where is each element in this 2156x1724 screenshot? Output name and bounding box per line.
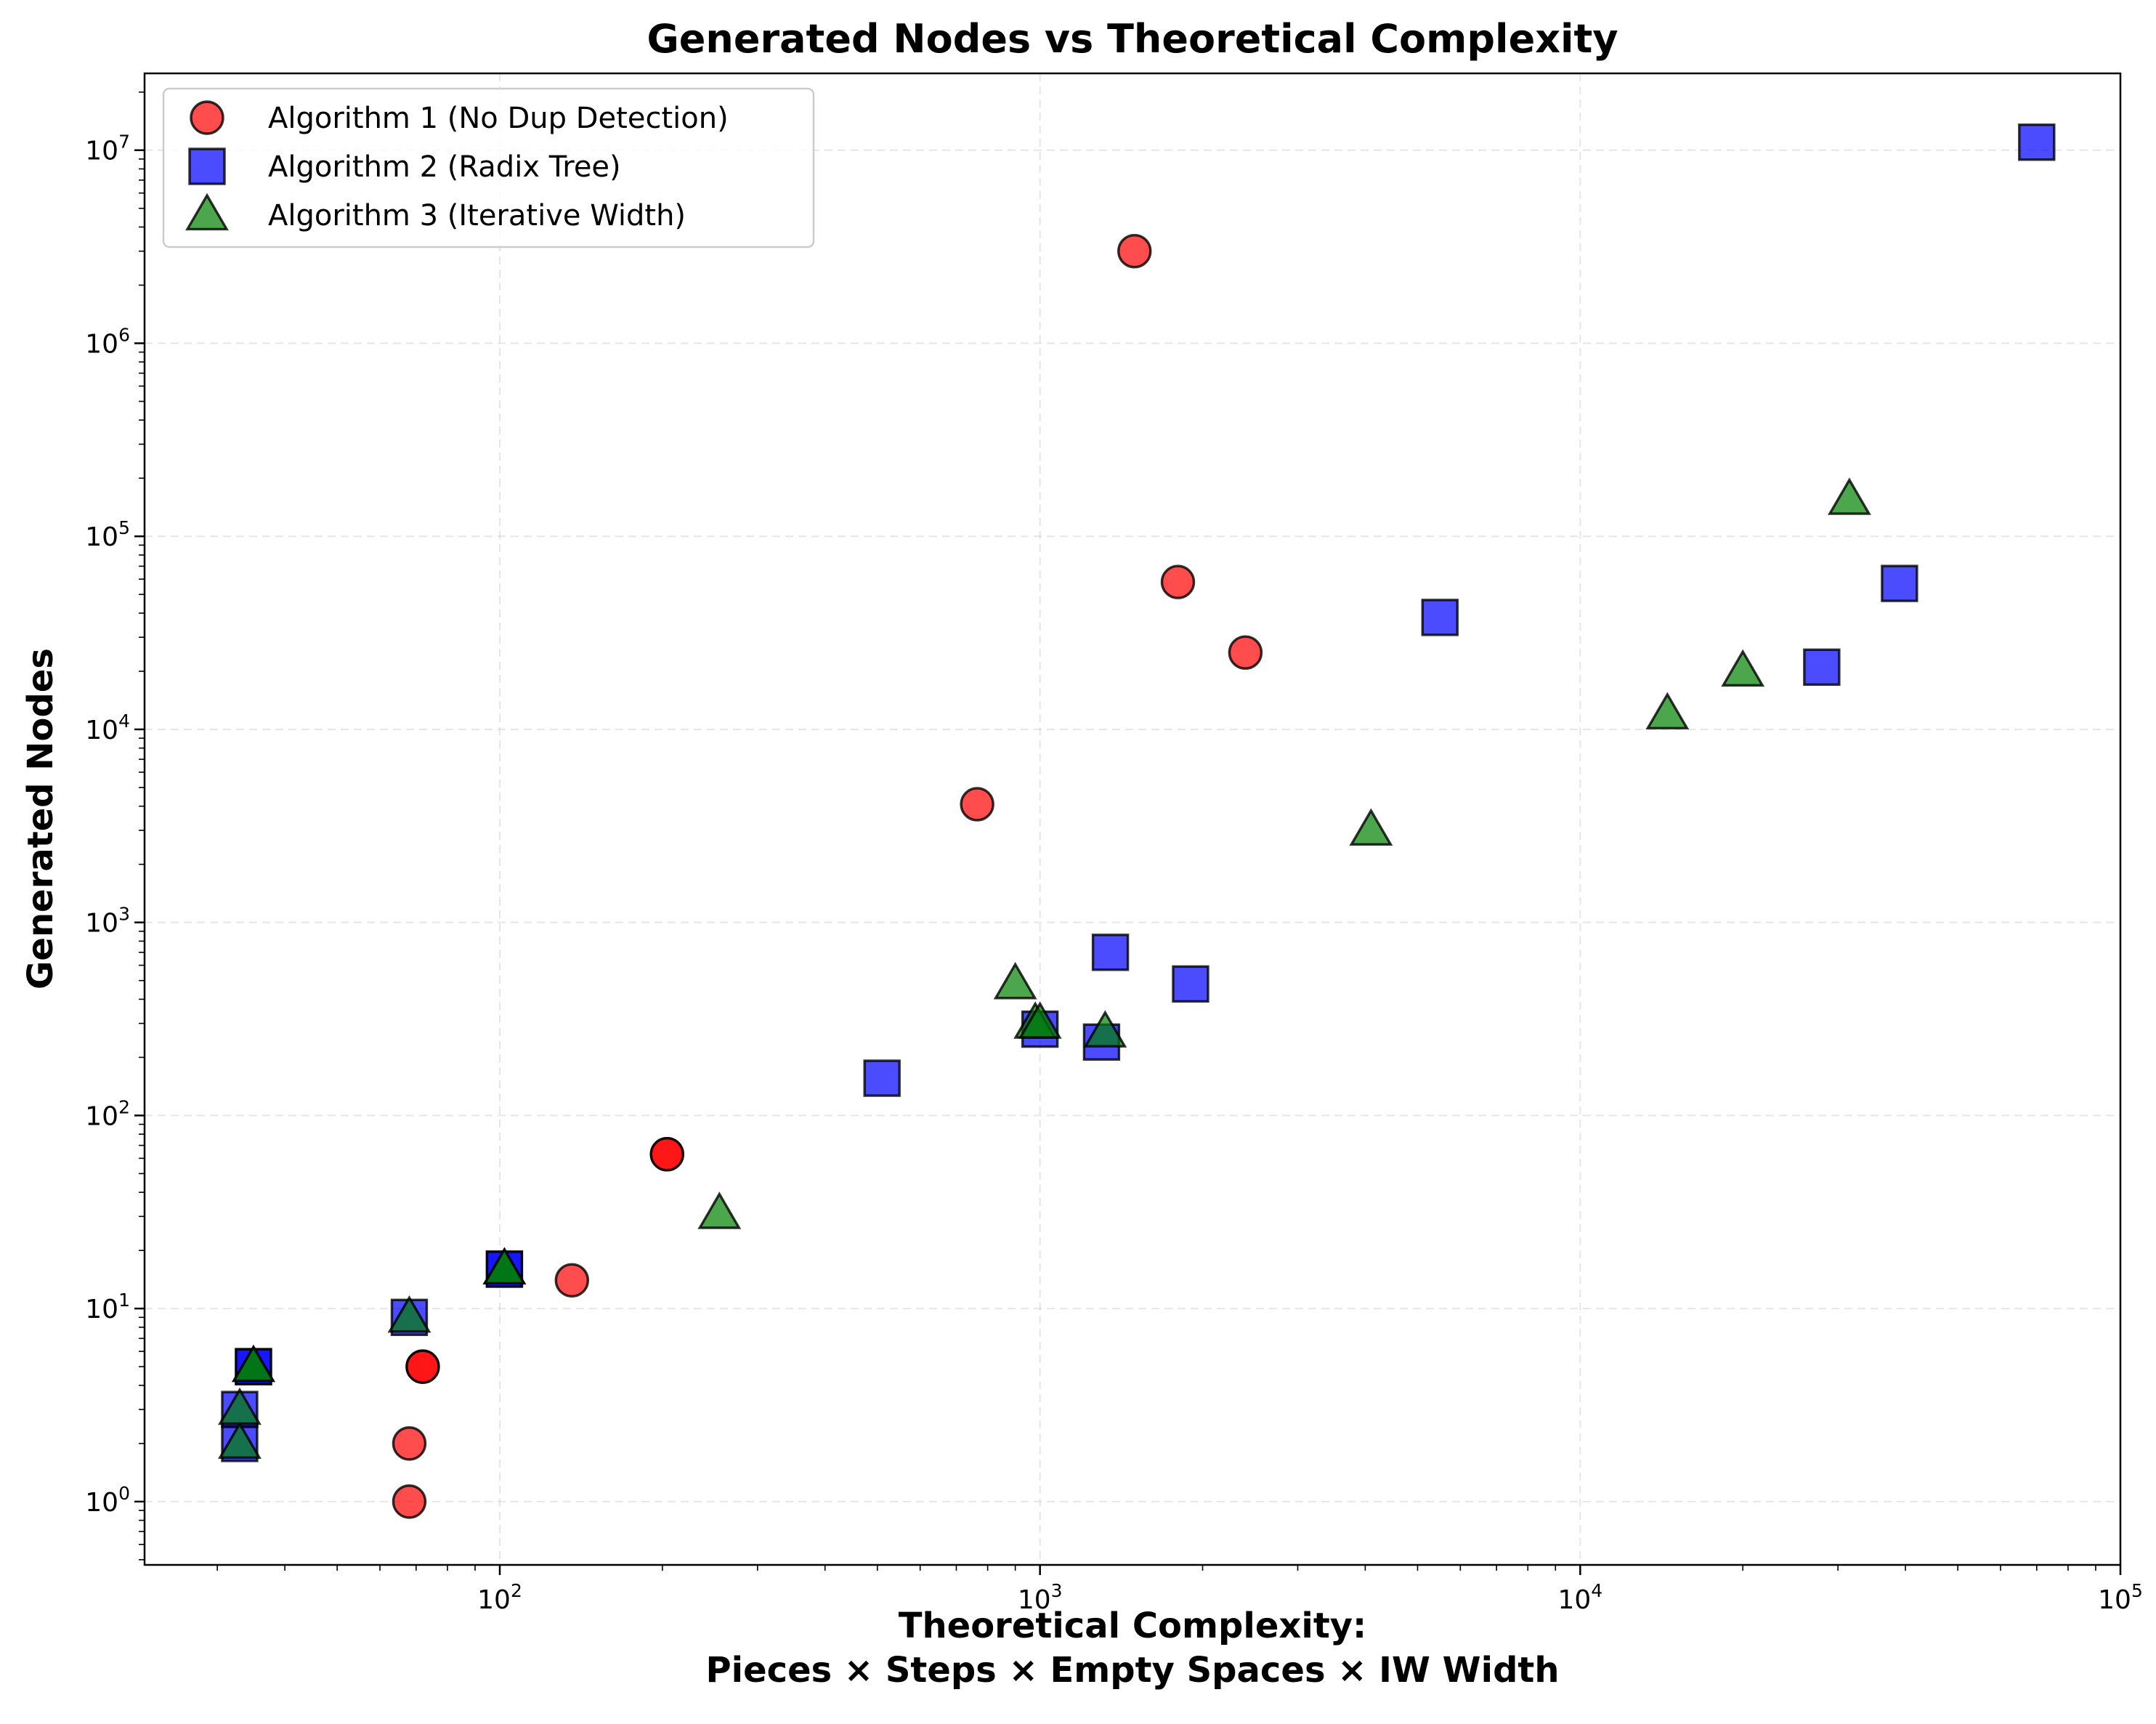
square-point (2018, 124, 2056, 161)
plot-frame (143, 72, 2122, 1566)
x-tick-label: 102 (477, 1580, 522, 1615)
triangle-point (1645, 692, 1690, 730)
circle-point (1160, 564, 1196, 599)
triangle-point (482, 1247, 527, 1285)
square-point (1172, 965, 1209, 1003)
legend-marker-triangle (185, 193, 229, 231)
y-tick-label: 102 (85, 1096, 130, 1131)
triangle-point (697, 1191, 742, 1229)
square-point (1881, 564, 1918, 602)
triangle-point (1827, 477, 1871, 515)
circle-point (649, 1137, 684, 1172)
circle-point (554, 1263, 590, 1298)
triangle-point (1018, 1001, 1062, 1039)
legend-marker-circle (190, 100, 224, 135)
legend-entry-1: Algorithm 1 (No Dup Detection) (268, 102, 729, 135)
legend-marker-square (188, 147, 226, 185)
x-tick-label: 104 (1557, 1580, 1602, 1615)
circle-point (392, 1426, 427, 1461)
y-tick-label: 100 (85, 1483, 130, 1518)
y-tick-label: 105 (85, 517, 130, 552)
circle-point (1228, 635, 1263, 670)
triangle-point (1721, 649, 1765, 687)
y-tick-label: 104 (85, 711, 130, 745)
y-axis-label: Generated Nodes (20, 648, 61, 990)
legend-entry-2: Algorithm 2 (Radix Tree) (268, 150, 621, 184)
x-axis-label-line-2: Pieces × Steps × Empty Spaces × IW Width (705, 1650, 1559, 1691)
square-point (1421, 599, 1459, 636)
circle-point (405, 1349, 440, 1384)
y-tick-label: 101 (85, 1290, 130, 1324)
triangle-point (232, 1344, 275, 1383)
triangle-point (387, 1295, 431, 1333)
circle-point (392, 1484, 427, 1519)
legend-entry-3: Algorithm 3 (Iterative Width) (268, 199, 686, 232)
x-axis-label-line-1: Theoretical Complexity: (899, 1606, 1367, 1646)
grid-lines (145, 73, 2121, 1565)
legend-box (162, 87, 815, 248)
series-3 (217, 477, 1871, 1460)
triangle-point (993, 961, 1037, 1000)
series-1 (392, 233, 1263, 1519)
y-tick-label: 107 (85, 131, 130, 166)
triangle-point (1349, 808, 1393, 846)
square-point (1803, 648, 1841, 687)
axis-ticks: 102 103 104 105 100 101 102 103 104 105 106 107 (85, 91, 2143, 1615)
y-tick-label: 103 (85, 904, 130, 939)
triangle-point (1083, 1010, 1127, 1048)
chart-title: Generated Nodes vs Theoretical Complexit… (647, 16, 1618, 62)
x-tick-label: 103 (1018, 1580, 1063, 1615)
legend: Algorithm 1 (No Dup Detection) Algorithm … (162, 87, 815, 248)
square-point (1091, 934, 1130, 971)
circle-point (1117, 233, 1152, 269)
square-point (863, 1059, 901, 1097)
y-tick-label: 106 (85, 324, 130, 359)
triangle-point (217, 1387, 262, 1425)
triangle-point (217, 1421, 262, 1460)
x-tick-label: 105 (2098, 1580, 2143, 1615)
data-points (217, 124, 2056, 1519)
circle-point (960, 787, 994, 822)
